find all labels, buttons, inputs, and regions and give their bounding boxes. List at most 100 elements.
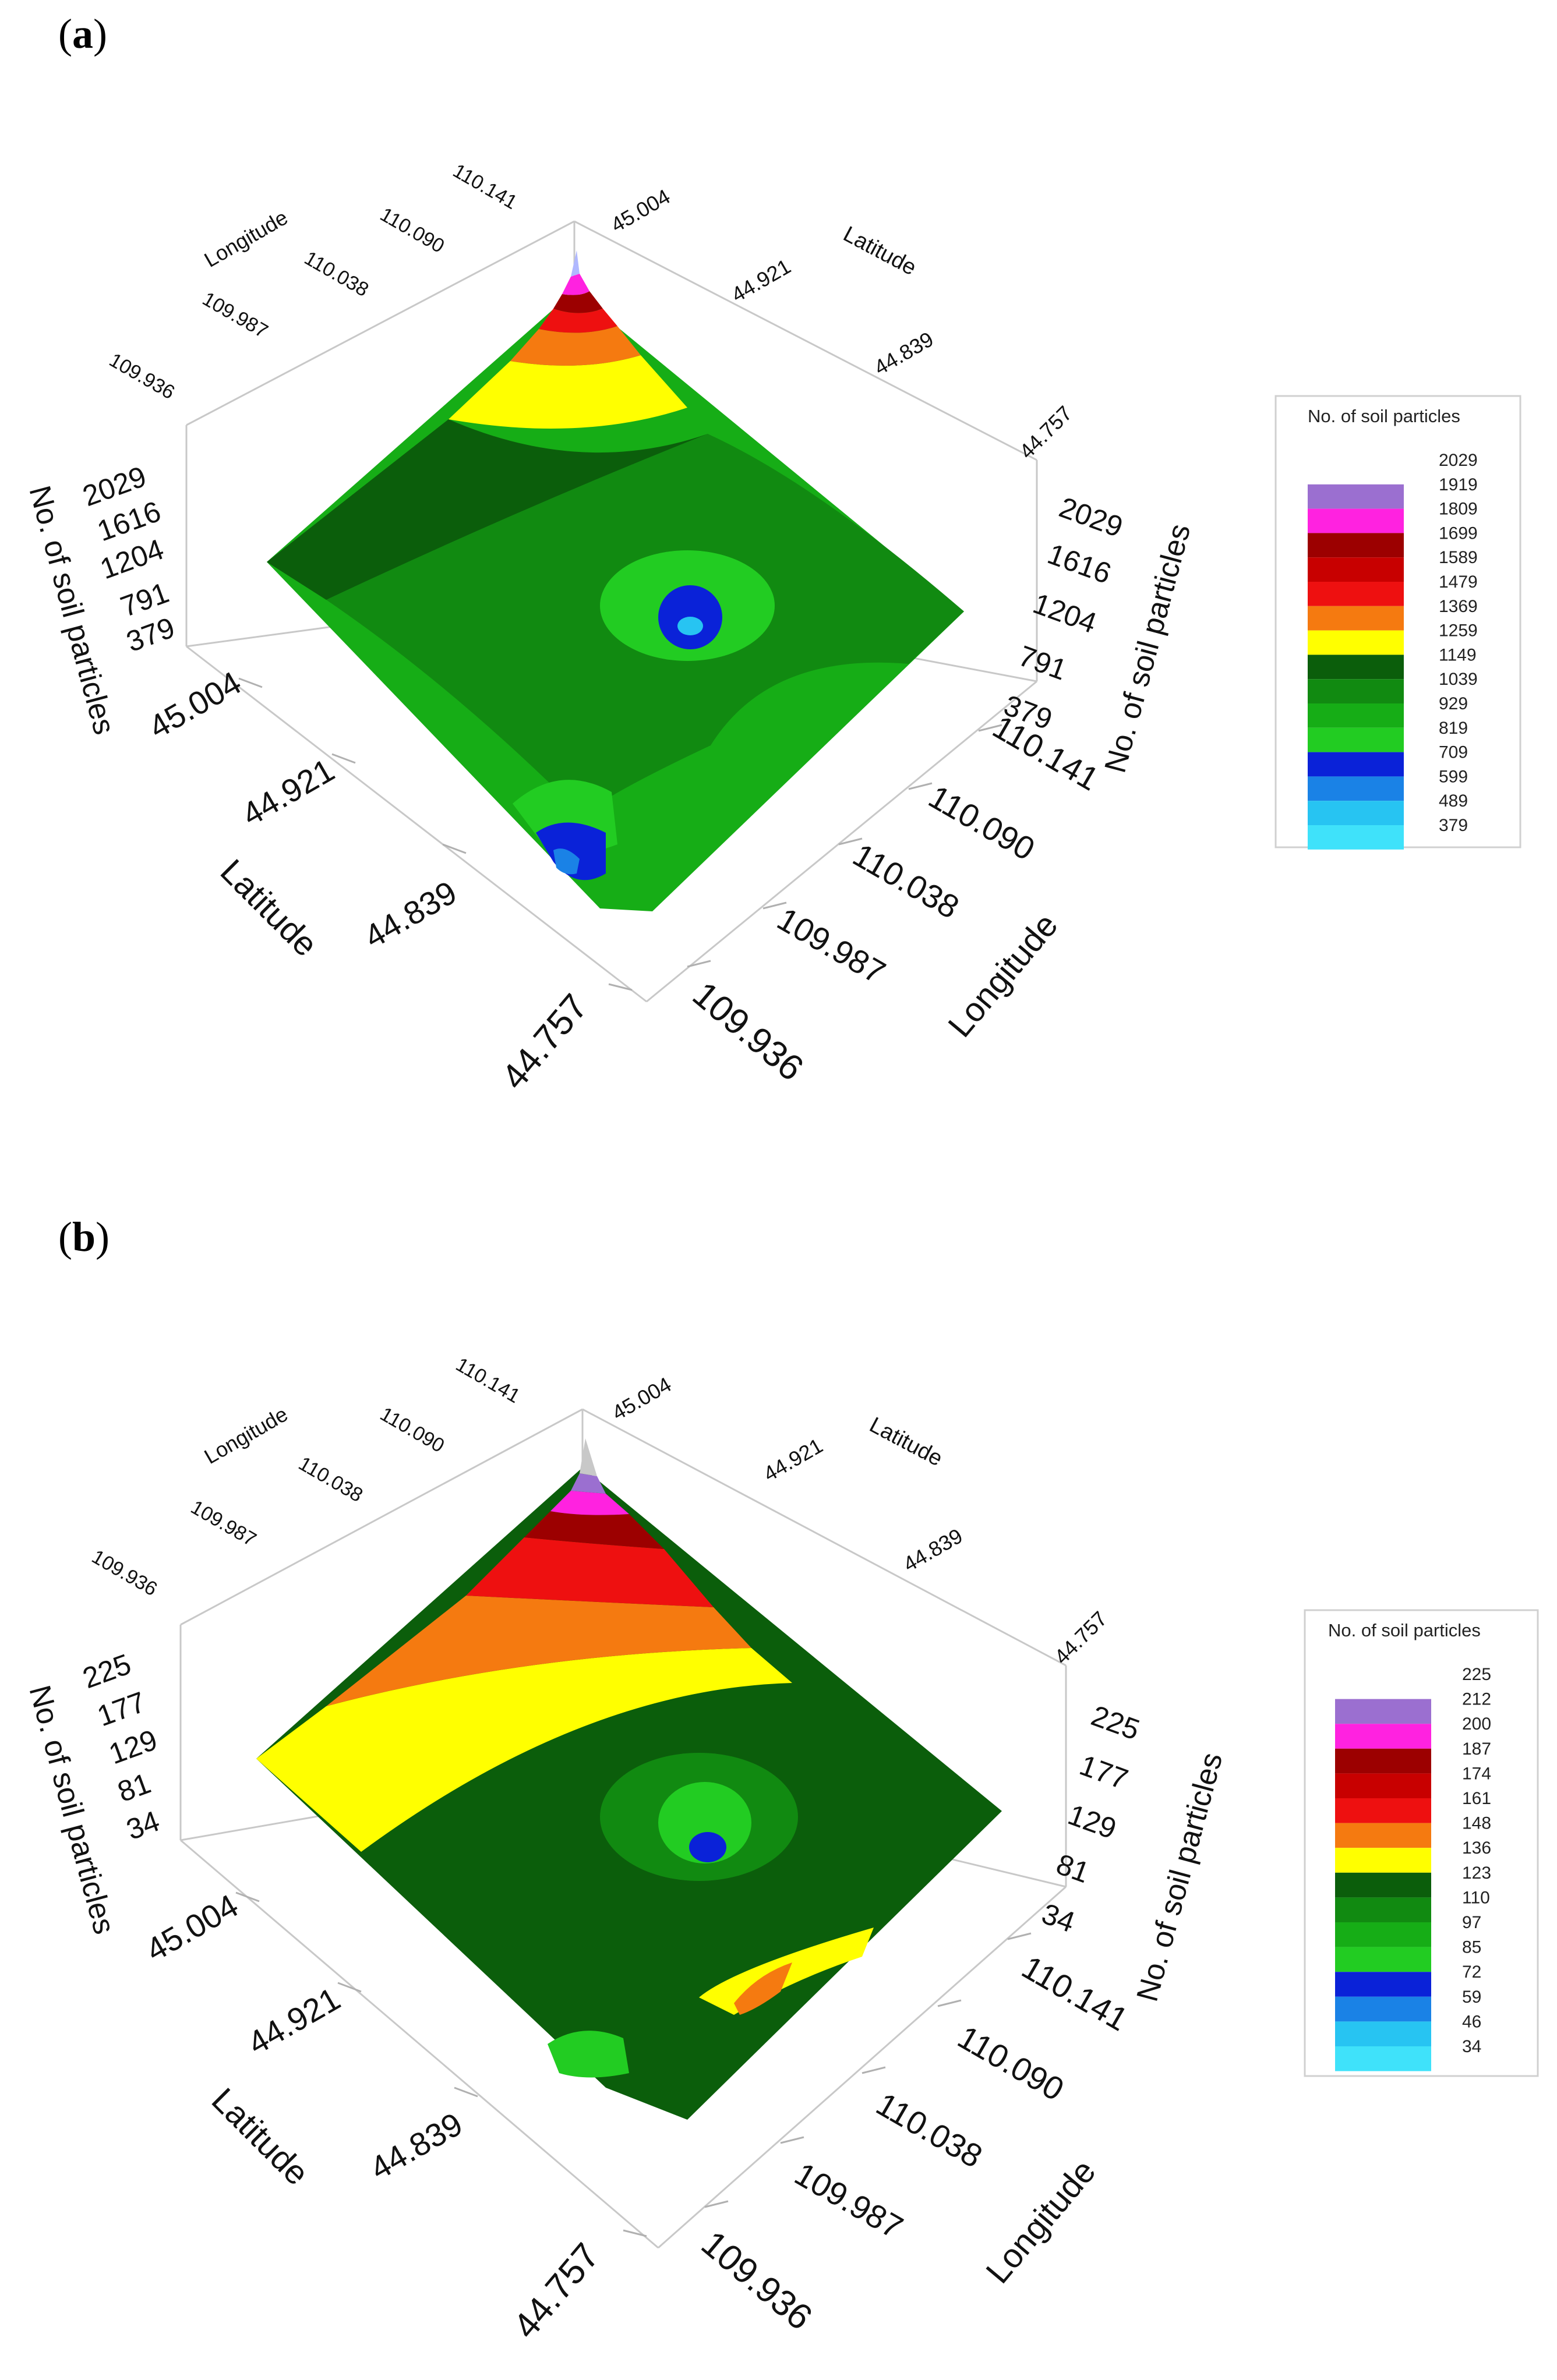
surface-b-depression-inner — [658, 1782, 751, 1863]
tick-label: 44.839 — [364, 2105, 469, 2187]
legend-level-label: 819 — [1439, 719, 1468, 738]
tick-label: 110.090 — [952, 2018, 1070, 2108]
axis-title-longitude-top: Longitude — [200, 1402, 292, 1469]
tick-label: 45.004 — [143, 664, 248, 745]
legend-level-label: 212 — [1462, 1690, 1491, 1709]
legend-title-b: No. of soil particles — [1328, 1620, 1481, 1640]
legend-swatch — [1308, 508, 1404, 533]
tick-label: 110.090 — [923, 778, 1041, 868]
tick-label: 44.921 — [760, 1433, 827, 1486]
panel-label-b: (b) — [58, 1214, 110, 1260]
legend-swatch — [1308, 630, 1404, 655]
surface-b-orange-band — [326, 1596, 751, 1706]
legend-swatch — [1335, 1872, 1431, 1898]
tick-label: 110.141 — [449, 160, 521, 214]
legend-level-label: 1589 — [1439, 548, 1478, 567]
tick-label: 44.921 — [236, 751, 341, 833]
tick-label: 44.757 — [494, 986, 596, 1097]
surface-a-peak-spike — [571, 250, 580, 277]
axis-title-longitude-front: Longitude — [979, 2152, 1103, 2290]
tick-label: 1616 — [1043, 537, 1115, 590]
legend-a: No. of soil particles 2029 1919 1809 1699 15… — [1274, 395, 1521, 850]
surface-b — [256, 1438, 1002, 2120]
tick-label: 110.090 — [376, 203, 448, 257]
tick-label: 109.987 — [771, 900, 892, 991]
tick-label: 44.839 — [870, 327, 938, 380]
surface-a-darkred-band — [553, 291, 603, 313]
tick-label: 45.004 — [607, 184, 675, 237]
legend-swatch — [1308, 825, 1404, 850]
surface-a-depression-bottom — [677, 617, 703, 635]
legend-swatch — [1308, 776, 1404, 801]
tick-label: 45.004 — [608, 1372, 676, 1425]
axis-title-longitude-top: Longitude — [200, 205, 292, 272]
legend-swatches-b — [1335, 1699, 1431, 2071]
tick-label: 110.038 — [870, 2085, 988, 2175]
legend-b: No. of soil particles 225 212 200 187 174 161… — [1304, 1609, 1539, 2077]
surface-a-dark-band — [267, 419, 708, 600]
tick-label: 44.839 — [899, 1523, 967, 1576]
panel-b: (b) — [22, 1214, 1539, 2346]
legend-swatch — [1335, 2046, 1431, 2071]
tick-label: 109.936 — [694, 2223, 820, 2338]
legend-swatch — [1335, 1748, 1431, 1774]
surface-a-lower-pit-core — [553, 848, 580, 875]
tick-label: 1204 — [1029, 587, 1101, 640]
axis-title-latitude-top: Latitude — [839, 222, 920, 281]
legend-level-label: 59 — [1462, 1988, 1481, 2007]
legend-level-label: 1479 — [1439, 572, 1478, 592]
legend-swatch — [1308, 801, 1404, 825]
tick-label: 109.936 — [685, 974, 811, 1089]
surface-a-yellow-band — [449, 355, 687, 429]
legend-level-label: 709 — [1439, 743, 1468, 762]
tick-label: 44.757 — [1050, 1607, 1112, 1669]
surface-b-darkred-band — [524, 1511, 664, 1549]
tick-label: 44.757 — [506, 2236, 608, 2346]
tick-label: 44.921 — [242, 1980, 347, 2061]
legend-swatch — [1308, 703, 1404, 728]
legend-level-label: 97 — [1462, 1913, 1481, 1932]
panel-label-a: (a) — [58, 10, 107, 57]
legend-level-label: 1039 — [1439, 670, 1478, 689]
legend-level-label: 187 — [1462, 1739, 1491, 1759]
legend-level-label: 2029 — [1439, 451, 1478, 470]
panel-a: (a) — [22, 10, 1521, 1097]
legend-swatch — [1308, 557, 1404, 582]
tick-label: 110.141 — [452, 1353, 524, 1408]
tick-label: 109.987 — [187, 1496, 260, 1551]
legend-level-label: 929 — [1439, 694, 1468, 713]
legend-swatch — [1335, 2021, 1431, 2046]
legend-level-label: 225 — [1462, 1665, 1491, 1684]
surface-a-orange-band — [510, 326, 641, 366]
legend-level-label: 489 — [1439, 791, 1468, 811]
legend-swatch — [1335, 1823, 1431, 1848]
tick-label: 81 — [1052, 1848, 1093, 1890]
tick-label: 44.757 — [1015, 401, 1077, 464]
legend-swatch — [1308, 484, 1404, 509]
tick-label: 225 — [79, 1647, 136, 1695]
longitude-ticks-top-b: 109.936 109.987 110.038 110.090 110.141 … — [88, 1353, 524, 1600]
axis-title-z-right: No. of soil particles — [1131, 1749, 1230, 2005]
tick-marks-b — [235, 1891, 1032, 2237]
axis-title-latitude-top: Latitude — [866, 1413, 947, 1472]
axis-title-latitude-front: Latitude — [213, 852, 325, 964]
legend-level-label: 1369 — [1439, 597, 1478, 616]
tick-label: 110.038 — [301, 247, 372, 301]
legend-swatch — [1335, 1699, 1431, 1724]
legend-swatch — [1335, 1897, 1431, 1922]
tick-label: 110.038 — [295, 1452, 366, 1506]
legend-level-label: 123 — [1462, 1863, 1491, 1883]
legend-swatch — [1308, 582, 1404, 606]
tick-label: 177 — [93, 1685, 150, 1732]
legend-swatch — [1335, 1848, 1431, 1873]
legend-level-label: 1259 — [1439, 621, 1478, 641]
legend-swatch — [1335, 1773, 1431, 1798]
surface-a-lower-pit — [536, 822, 606, 880]
legend-swatch — [1308, 752, 1404, 777]
surface-a-red-band — [539, 309, 617, 333]
surface-b-depression-core — [689, 1832, 726, 1862]
legend-swatch — [1308, 727, 1404, 752]
surface-b-yellow-band — [256, 1648, 792, 1852]
legend-labels-a: 2029 1919 1809 1699 1589 1479 1369 1259 1149 1039… — [1439, 451, 1478, 835]
